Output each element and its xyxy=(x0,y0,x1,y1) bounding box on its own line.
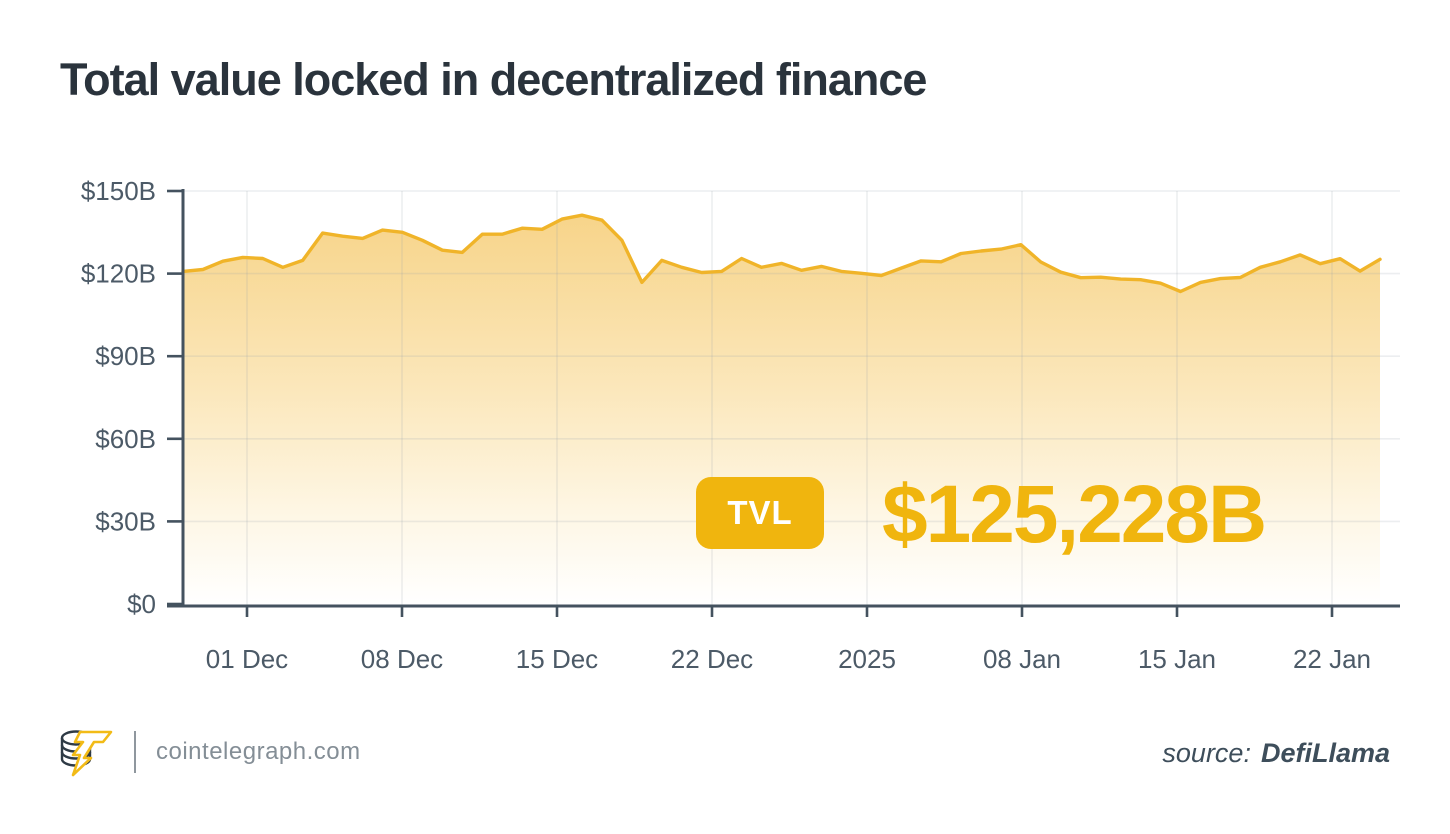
y-tick-label: $30B xyxy=(95,506,156,536)
tvl-badge: TVL xyxy=(696,477,824,549)
x-tick-label: 15 Jan xyxy=(1138,644,1216,674)
x-tick-label: 22 Jan xyxy=(1293,644,1371,674)
x-tick-label: 08 Jan xyxy=(983,644,1061,674)
x-tick-label: 15 Dec xyxy=(516,644,598,674)
x-tick-label: 08 Dec xyxy=(361,644,443,674)
area-fill xyxy=(183,215,1380,606)
y-tick-label: $0 xyxy=(127,589,156,619)
source-name: DefiLlama xyxy=(1260,738,1390,768)
source-credit: source: DefiLlama xyxy=(1162,738,1390,769)
lightning-bolt-icon xyxy=(71,730,113,777)
cointelegraph-logo-icon xyxy=(60,730,113,777)
y-tick-label: $150B xyxy=(81,176,156,206)
footer-domain: cointelegraph.com xyxy=(156,738,361,765)
y-tick-label: $90B xyxy=(95,341,156,371)
x-tick-label: 2025 xyxy=(838,644,896,674)
x-tick-label: 01 Dec xyxy=(206,644,288,674)
footer-brand: cointelegraph.com xyxy=(58,726,361,778)
tvl-badge-label: TVL xyxy=(727,494,793,531)
x-tick-label: 22 Dec xyxy=(671,644,753,674)
y-tick-label: $120B xyxy=(81,259,156,289)
tvl-line xyxy=(181,213,1382,294)
tvl-current-value: $125,228B xyxy=(882,469,1267,560)
source-label: source: xyxy=(1162,738,1251,768)
footer-divider xyxy=(134,731,136,773)
page-title: Total value locked in decentralized fina… xyxy=(60,54,927,105)
y-tick-label: $60B xyxy=(95,424,156,454)
